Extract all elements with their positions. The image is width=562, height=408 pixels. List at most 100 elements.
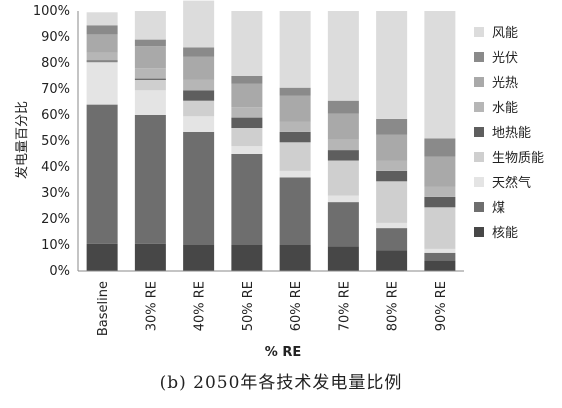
bar-segment [376, 11, 408, 119]
y-tick-label: 90% [41, 30, 70, 45]
bar-segment [376, 170, 408, 182]
bar-segment [327, 246, 359, 271]
bar-segment [424, 207, 456, 249]
x-tick-label: 40% RE [193, 281, 208, 331]
legend-swatch [474, 52, 484, 62]
bar-segment [279, 95, 311, 122]
bar-segment [134, 68, 166, 79]
bar-segment [231, 76, 263, 84]
bar-segment [183, 79, 215, 91]
bar-segment [86, 34, 118, 53]
bar-segment [183, 100, 215, 117]
bar-segment [183, 56, 215, 80]
y-tick-label: 40% [41, 160, 70, 175]
bar-segment [279, 131, 311, 143]
bar-segment [424, 11, 456, 139]
legend-swatch [474, 77, 484, 87]
legend-label: 光热 [492, 76, 518, 91]
bar-segment [424, 248, 456, 253]
bar-segment [279, 11, 311, 88]
bar-segment [424, 196, 456, 208]
bar-segment [424, 138, 456, 157]
legend-swatch [474, 127, 484, 137]
bar-segment [327, 100, 359, 114]
bar-segment [376, 222, 408, 229]
bar-segment [231, 154, 263, 245]
legend-swatch [474, 227, 484, 237]
legend-label: 风能 [492, 26, 518, 41]
bar-segment [86, 61, 118, 63]
bar-segment [231, 83, 263, 108]
bar-segment [327, 113, 359, 140]
legend-label: 天然气 [492, 175, 531, 191]
bar-segment [231, 11, 263, 76]
bar-segment [376, 250, 408, 271]
bar-segment [86, 12, 118, 26]
bar-segment [134, 39, 166, 47]
bar-segment [424, 186, 456, 197]
bar-segment [424, 252, 456, 261]
bar-segment [231, 128, 263, 147]
bar-segment [86, 52, 118, 61]
y-tick-label: 0% [49, 264, 70, 279]
bar-segment [424, 156, 456, 187]
bar-segment [86, 243, 118, 271]
bar-segment [183, 245, 215, 271]
bar-segment [183, 0, 215, 48]
bar-segment [279, 121, 311, 132]
legend-label: 水能 [492, 101, 518, 116]
bar-segment [134, 90, 166, 115]
y-tick-label: 70% [41, 82, 70, 97]
y-tick-label: 10% [41, 238, 70, 253]
y-axis-title: 发电量百分比 [14, 101, 30, 179]
legend-swatch [474, 177, 484, 187]
legend-swatch [474, 27, 484, 37]
x-axis-title: % RE [265, 345, 301, 360]
bar-segment [279, 245, 311, 271]
bar-segment [376, 134, 408, 161]
y-tick-label: 60% [41, 108, 70, 123]
bar-segment [134, 79, 166, 91]
bar-segment [134, 11, 166, 40]
bar-segment [279, 177, 311, 245]
bar-segment [327, 150, 359, 161]
x-tick-label: 60% RE [289, 281, 304, 331]
bar-segment [231, 245, 263, 271]
bar-segment [327, 195, 359, 203]
bar-segment [279, 170, 311, 178]
legend-label: 生物质能 [492, 151, 544, 166]
bar-segment [279, 142, 311, 171]
y-tick-label: 80% [41, 56, 70, 71]
legend-label: 煤 [492, 201, 505, 216]
x-tick-label: Baseline [96, 281, 111, 336]
bar-segment [327, 202, 359, 247]
legend-label: 光伏 [492, 51, 518, 66]
x-tick-label: 30% RE [144, 281, 159, 331]
bar-segment [86, 63, 118, 105]
bar-segment [86, 25, 118, 35]
bar-segment [183, 131, 215, 245]
bar-segment [376, 118, 408, 135]
legend-label: 核能 [492, 226, 518, 241]
bar-segment [327, 160, 359, 196]
bar-segment [183, 90, 215, 101]
bar-segment [134, 46, 166, 69]
legend-swatch [474, 152, 484, 162]
bar-segment [279, 87, 311, 96]
bar-segment [86, 104, 118, 244]
bar-segment [86, 60, 118, 62]
bar-segment [327, 139, 359, 151]
bar-segment [376, 228, 408, 251]
y-tick-label: 30% [41, 186, 70, 201]
bar-segment [424, 260, 456, 271]
y-tick-label: 50% [41, 134, 70, 149]
bar-segment [231, 107, 263, 118]
bar-segment [327, 11, 359, 101]
bar-segment [376, 160, 408, 171]
legend-swatch [474, 202, 484, 212]
bar-segment [183, 47, 215, 57]
figure-caption: (b) 2050年各技术发电量比例 [159, 373, 403, 393]
bar-segment [134, 115, 166, 244]
bar-segment [134, 243, 166, 271]
